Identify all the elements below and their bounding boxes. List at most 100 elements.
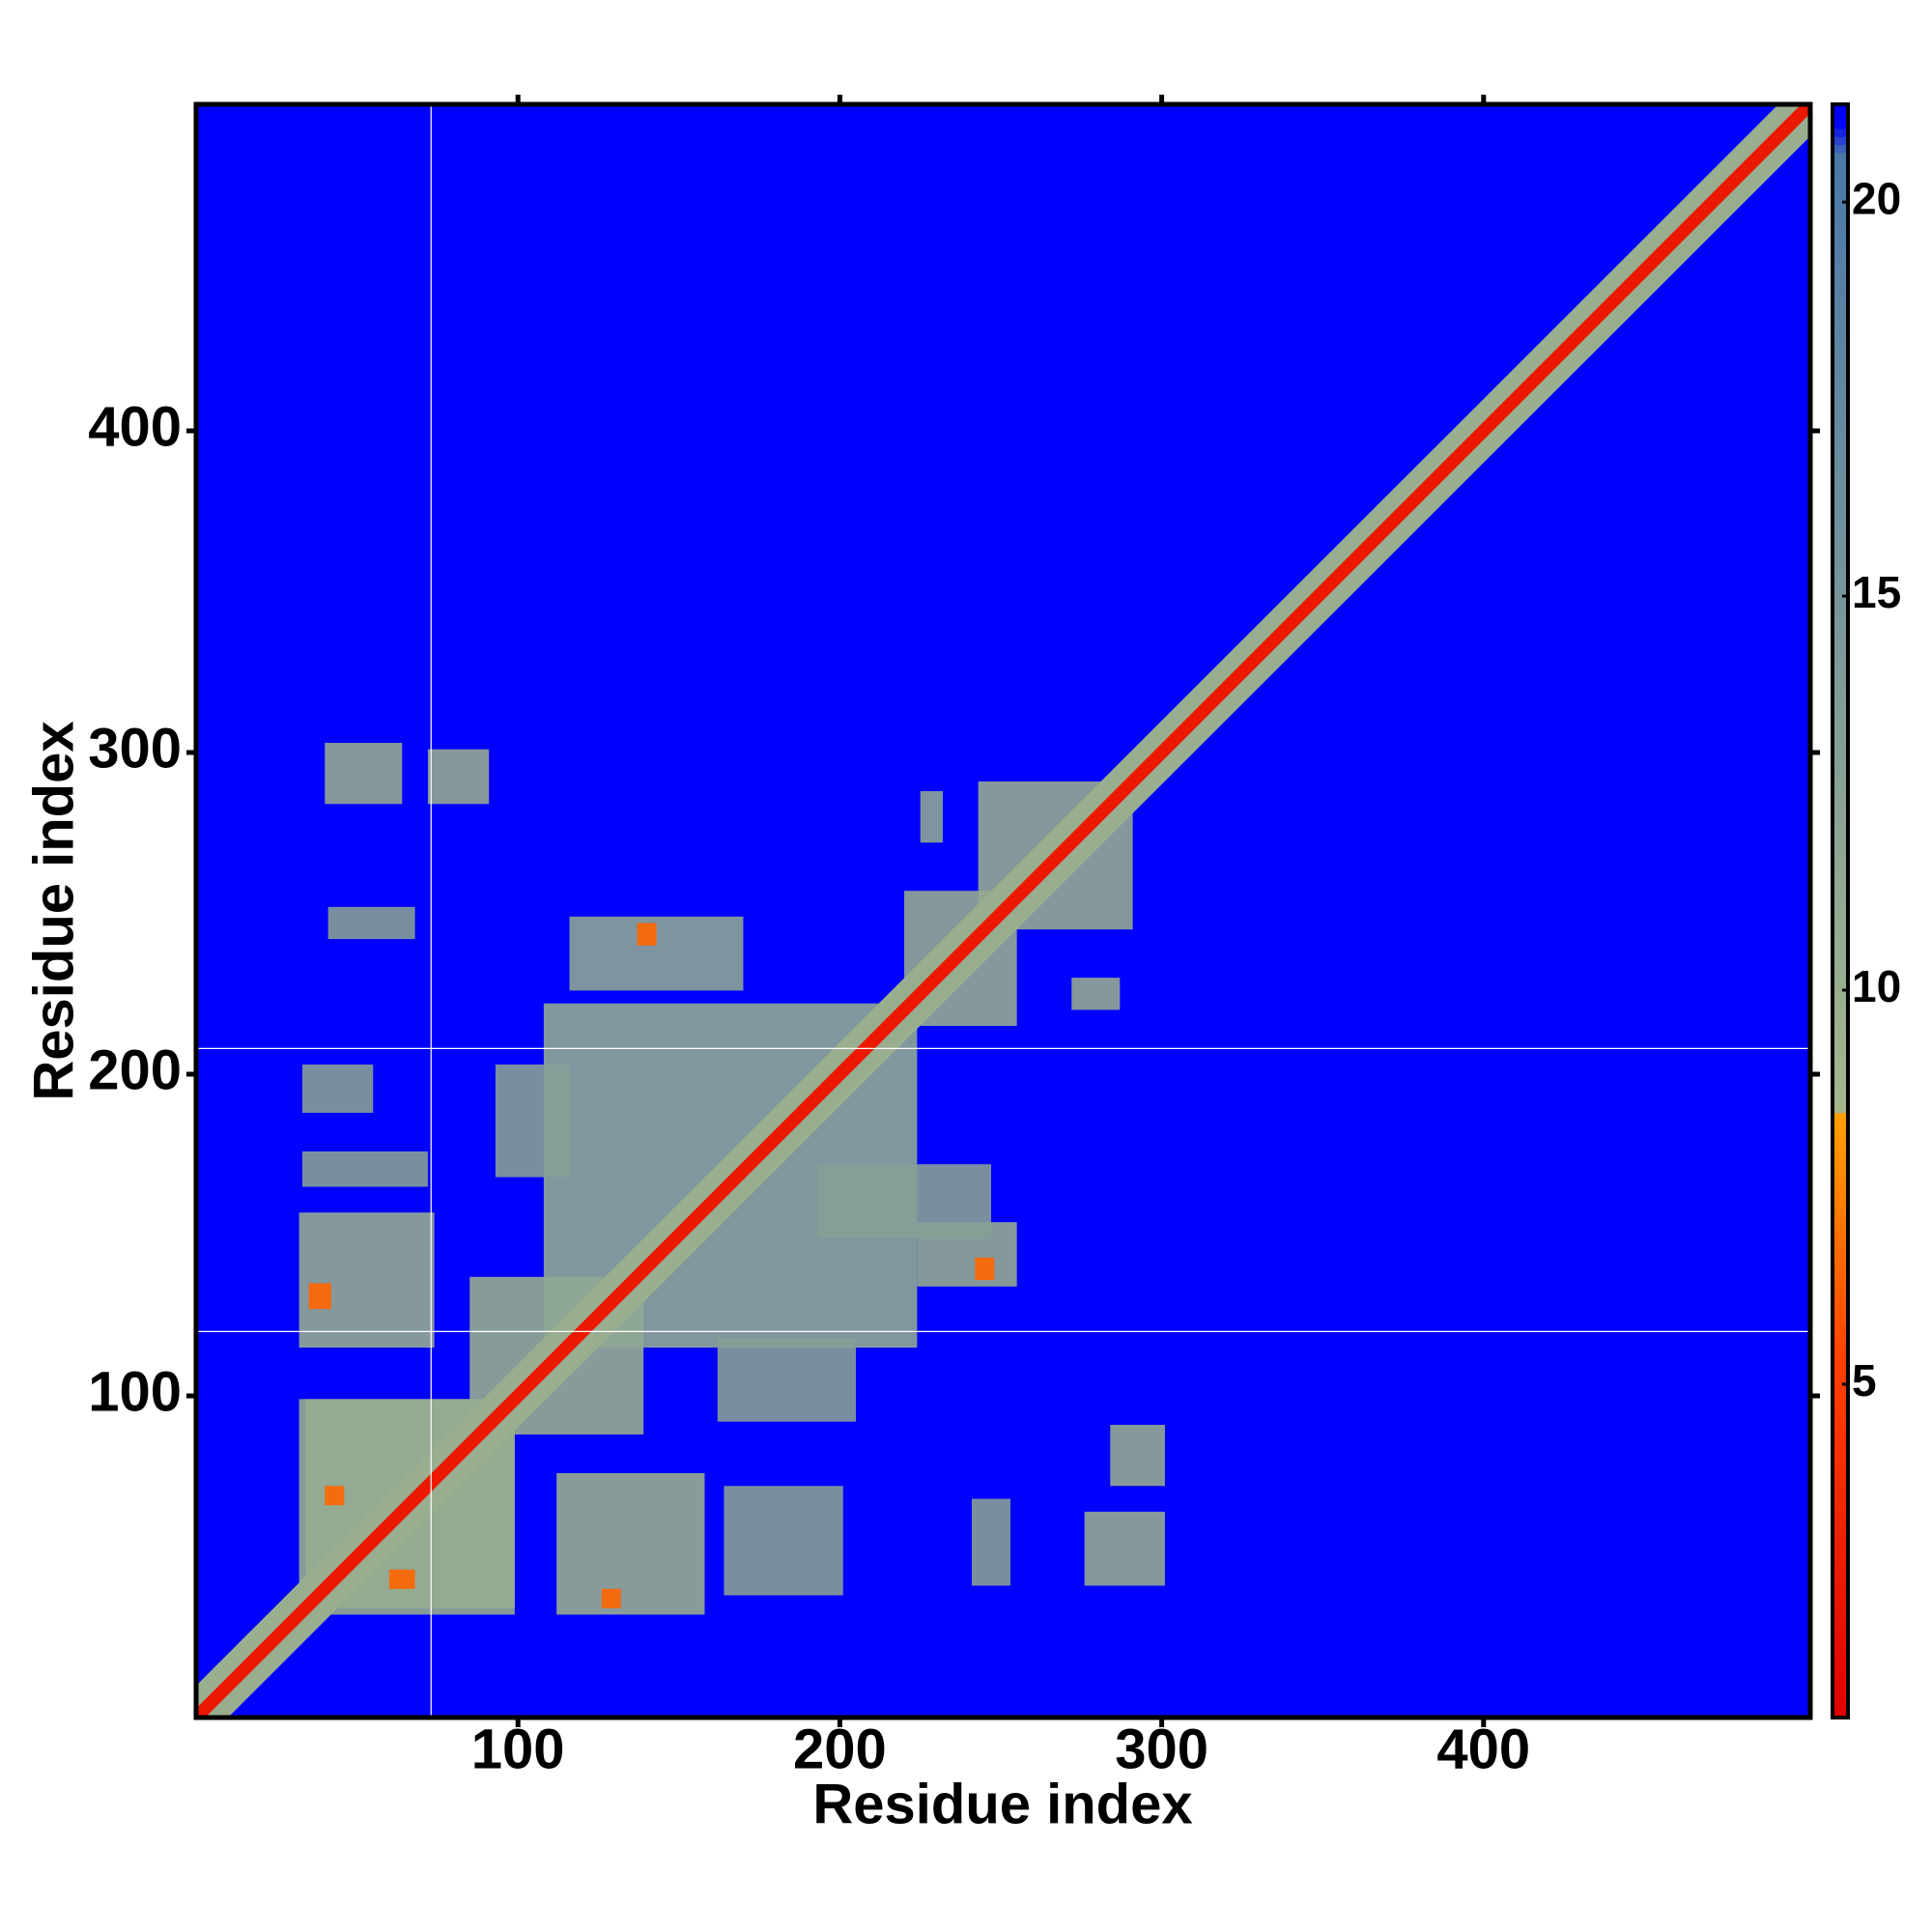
y-tick-label: 300 xyxy=(88,717,182,780)
colorbar-segment xyxy=(1833,499,1848,508)
colorbar-segment xyxy=(1833,1208,1848,1218)
colorbar-segment xyxy=(1833,435,1848,444)
colorbar-segment xyxy=(1833,1435,1848,1444)
colorbar-segment xyxy=(1833,1612,1848,1622)
colorbar-segment xyxy=(1833,1410,1848,1420)
colorbar-segment xyxy=(1833,951,1848,960)
colorbar-segment xyxy=(1833,830,1848,839)
colorbar-segment xyxy=(1833,757,1848,767)
colorbar-segment xyxy=(1833,128,1848,137)
colorbar-segment xyxy=(1833,266,1848,274)
heatmap-cell xyxy=(298,1212,435,1349)
x-tick-label: 100 xyxy=(471,1718,565,1780)
colorbar-segment xyxy=(1833,1241,1848,1251)
heatmap-cell xyxy=(327,906,415,940)
colorbar-segment xyxy=(1833,1403,1848,1412)
y-tick-label: 100 xyxy=(88,1360,182,1423)
colorbar-segment xyxy=(1833,806,1848,815)
heatmap-cell xyxy=(920,790,944,843)
colorbar-segment xyxy=(1833,1531,1848,1541)
colorbar-segment xyxy=(1833,1668,1848,1678)
colorbar-segment xyxy=(1833,838,1848,847)
colorbar-segment xyxy=(1833,563,1848,573)
colorbar-segment xyxy=(1833,1282,1848,1291)
colorbar-segment xyxy=(1833,1121,1848,1129)
colorbar-segment xyxy=(1833,959,1848,968)
colorbar-segment xyxy=(1833,878,1848,888)
colorbar-segment xyxy=(1833,185,1848,194)
colorbar-segment xyxy=(1833,1378,1848,1388)
colorbar-segment xyxy=(1833,999,1848,1009)
colorbar-segment xyxy=(1833,1596,1848,1605)
heatmap-cell xyxy=(724,1486,843,1596)
colorbar-segment xyxy=(1833,1169,1848,1179)
colorbar-tick-label: 15 xyxy=(1852,567,1901,617)
colorbar-segment xyxy=(1833,1443,1848,1452)
heatmap-cell xyxy=(388,1569,415,1589)
heatmap-cell xyxy=(601,1588,621,1608)
colorbar-segment xyxy=(1833,700,1848,710)
x-axis-title: Residue index xyxy=(812,1773,1192,1835)
colorbar-segment xyxy=(1833,1249,1848,1259)
colorbar-segment xyxy=(1833,1386,1848,1396)
colorbar-segment xyxy=(1833,1523,1848,1533)
colorbar-segment xyxy=(1833,1104,1848,1114)
colorbar-segment xyxy=(1833,983,1848,992)
colorbar-segment xyxy=(1833,1314,1848,1323)
colorbar-segment xyxy=(1833,1499,1848,1509)
colorbar-segment xyxy=(1833,362,1848,372)
colorbar-tick-label: 5 xyxy=(1852,1355,1877,1406)
colorbar-segment xyxy=(1833,750,1848,758)
colorbar-segment xyxy=(1833,1290,1848,1299)
colorbar-segment xyxy=(1833,1297,1848,1307)
colorbar-segment xyxy=(1833,1330,1848,1340)
colorbar-segment xyxy=(1833,1032,1848,1041)
y-tick-label: 200 xyxy=(88,1038,182,1101)
colorbar-segment xyxy=(1833,1354,1848,1364)
colorbar-segment xyxy=(1833,539,1848,549)
colorbar-segment xyxy=(1833,418,1848,428)
colorbar-segment xyxy=(1833,411,1848,420)
colorbar-segment xyxy=(1833,854,1848,864)
heatmap-cell xyxy=(717,1338,857,1422)
colorbar-segment xyxy=(1833,1701,1848,1711)
colorbar-segment xyxy=(1833,1692,1848,1702)
colorbar-segment xyxy=(1833,588,1848,597)
colorbar-segment xyxy=(1833,378,1848,387)
colorbar-segment xyxy=(1833,1112,1848,1122)
colorbar-segment xyxy=(1833,136,1848,146)
heatmap-cell xyxy=(325,1486,345,1506)
colorbar-segment xyxy=(1833,685,1848,695)
colorbar-segment xyxy=(1833,144,1848,154)
colorbar-segment xyxy=(1833,1572,1848,1581)
colorbar-segment xyxy=(1833,604,1848,613)
colorbar-segment xyxy=(1833,1056,1848,1065)
colorbar-segment xyxy=(1833,1580,1848,1589)
colorbar-segment xyxy=(1833,991,1848,1001)
colorbar-segment xyxy=(1833,1362,1848,1372)
colorbar-segment xyxy=(1833,1540,1848,1549)
colorbar-segment xyxy=(1833,475,1848,484)
colorbar-segment xyxy=(1833,442,1848,452)
colorbar-segment xyxy=(1833,911,1848,920)
colorbar-segment xyxy=(1833,1321,1848,1331)
heatmap-cell xyxy=(1084,1511,1165,1586)
colorbar-segment xyxy=(1833,1184,1848,1194)
colorbar-segment xyxy=(1833,314,1848,323)
colorbar-segment xyxy=(1833,1483,1848,1492)
colorbar-segment xyxy=(1833,1136,1848,1146)
colorbar-segment xyxy=(1833,1152,1848,1162)
colorbar-segment xyxy=(1833,919,1848,928)
heatmap-cell xyxy=(495,1065,570,1178)
colorbar-segment xyxy=(1833,1072,1848,1081)
colorbar-segment xyxy=(1833,322,1848,331)
colorbar-segment xyxy=(1833,192,1848,202)
colorbar-segment xyxy=(1833,1492,1848,1501)
colorbar-segment xyxy=(1833,153,1848,161)
colorbar-segment xyxy=(1833,1177,1848,1186)
colorbar-segment xyxy=(1833,895,1848,904)
heatmap-cell xyxy=(325,743,403,805)
colorbar-segment xyxy=(1833,1709,1848,1719)
colorbar-segment xyxy=(1833,524,1848,533)
colorbar-segment xyxy=(1833,1008,1848,1017)
